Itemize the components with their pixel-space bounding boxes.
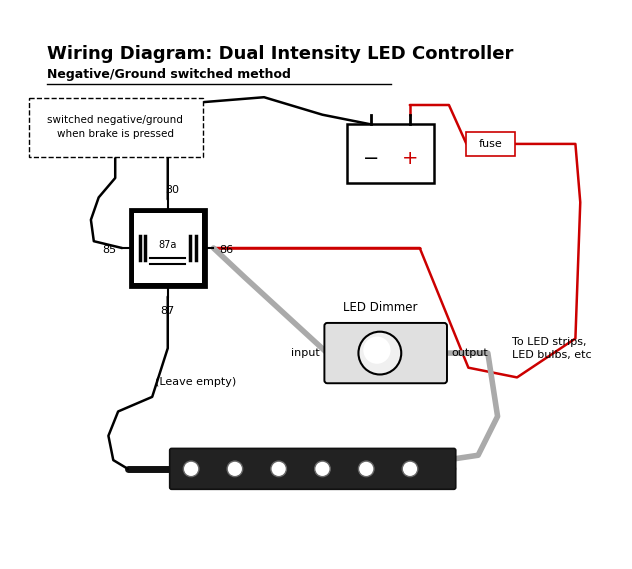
Circle shape: [402, 461, 418, 477]
Text: 86: 86: [219, 245, 233, 255]
Bar: [134, 213, 202, 283]
Text: 30: 30: [166, 184, 179, 195]
Text: input: input: [291, 348, 320, 358]
Text: 85: 85: [102, 245, 116, 255]
Text: fuse: fuse: [479, 139, 502, 149]
Bar: [130, 209, 205, 287]
FancyBboxPatch shape: [170, 448, 456, 489]
FancyBboxPatch shape: [28, 98, 203, 156]
Text: Wiring Diagram: Dual Intensity LED Controller: Wiring Diagram: Dual Intensity LED Contr…: [47, 45, 513, 63]
Text: LED Dimmer: LED Dimmer: [343, 301, 417, 314]
Circle shape: [271, 461, 286, 477]
Text: Negative/Ground switched method: Negative/Ground switched method: [47, 68, 291, 81]
Circle shape: [358, 461, 374, 477]
Circle shape: [358, 332, 401, 374]
Circle shape: [227, 461, 243, 477]
Text: 87a: 87a: [159, 240, 177, 250]
Bar: [466, 132, 515, 155]
FancyBboxPatch shape: [324, 323, 447, 384]
Text: (Leave empty): (Leave empty): [155, 377, 236, 387]
Circle shape: [183, 461, 199, 477]
Text: switched negative/ground
when brake is pressed: switched negative/ground when brake is p…: [47, 116, 183, 139]
Text: −: −: [363, 149, 379, 168]
Circle shape: [315, 461, 331, 477]
Text: +: +: [401, 149, 418, 168]
Text: output: output: [452, 348, 489, 358]
Circle shape: [363, 336, 391, 364]
Text: 87: 87: [161, 306, 175, 316]
Text: To LED strips,
LED bulbs, etc: To LED strips, LED bulbs, etc: [512, 337, 592, 360]
Bar: [347, 125, 434, 183]
